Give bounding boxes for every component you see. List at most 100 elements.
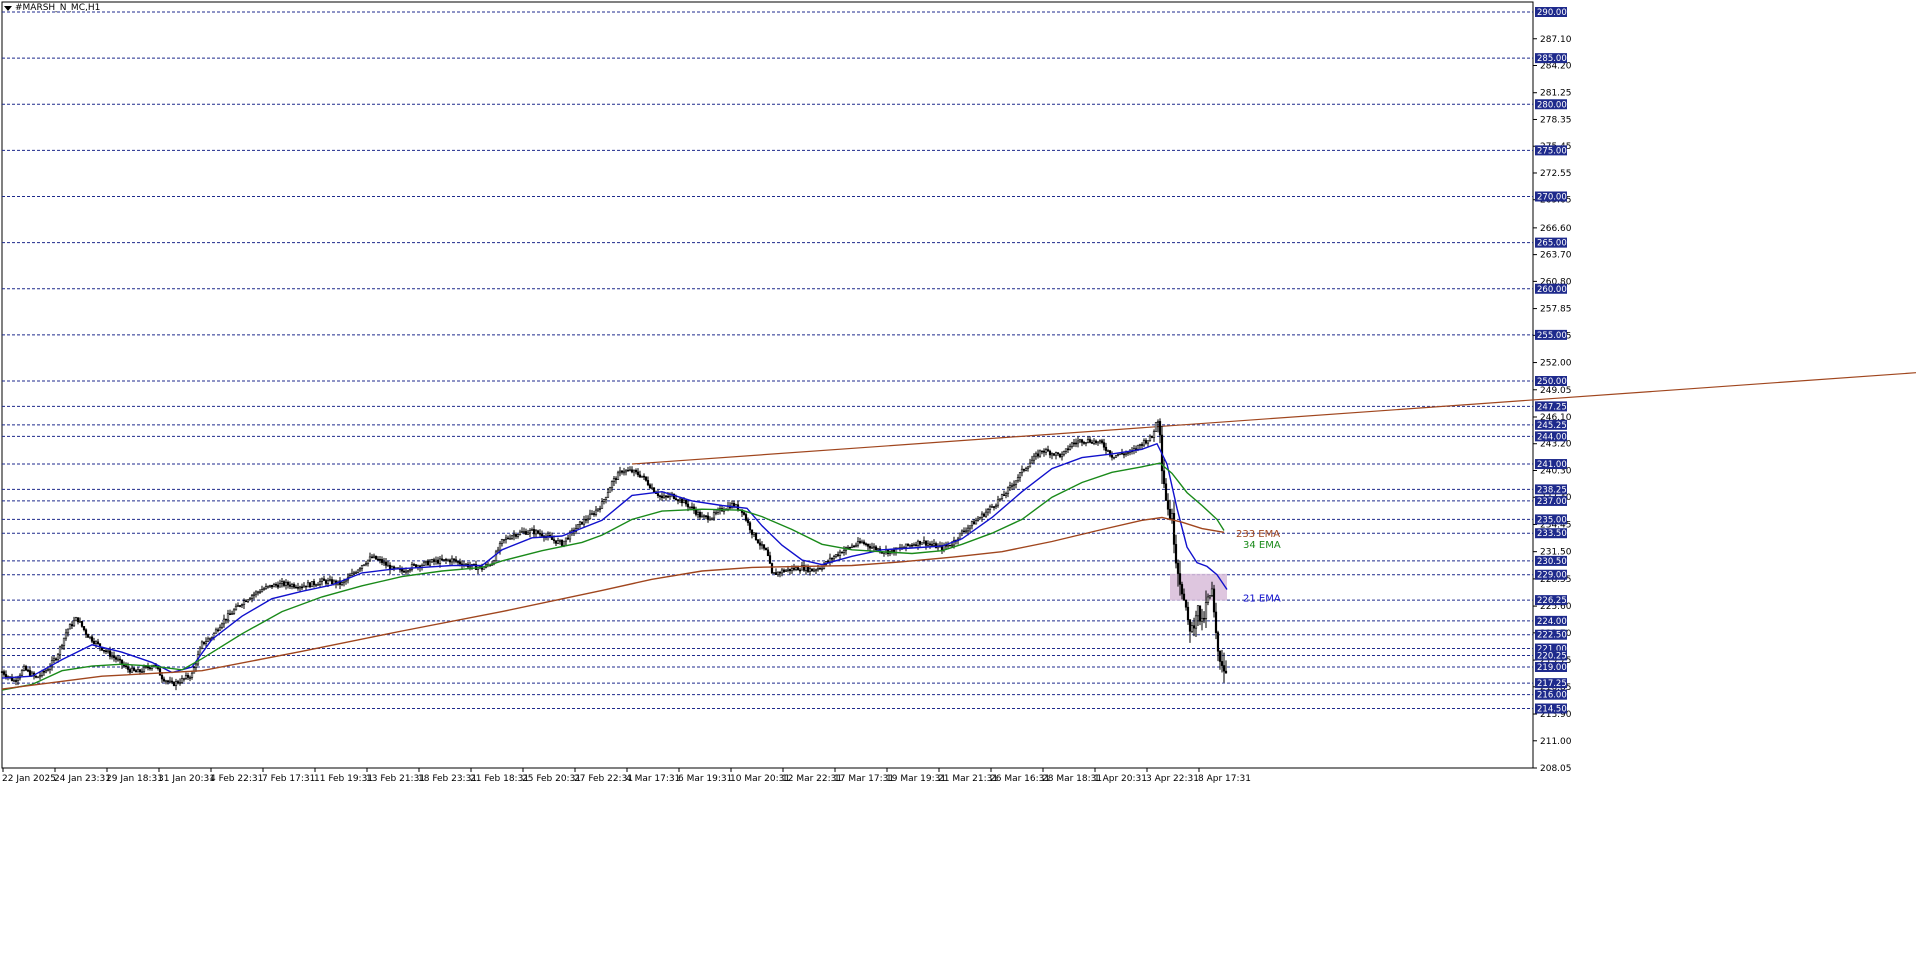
candle-body xyxy=(706,515,710,520)
candle xyxy=(978,516,982,520)
candle xyxy=(254,590,258,598)
price-level-tag-label: 216.00 xyxy=(1537,691,1567,701)
candle-body xyxy=(1208,595,1212,598)
candle-body xyxy=(432,559,436,562)
y-tick-label: 263.70 xyxy=(1540,251,1572,261)
candle xyxy=(660,492,664,501)
candle-body xyxy=(678,498,682,502)
candle xyxy=(444,557,448,565)
candle xyxy=(360,564,364,572)
candle xyxy=(1214,602,1218,640)
candle-body xyxy=(946,544,950,547)
candle-body xyxy=(620,470,624,473)
price-level-tag-bg xyxy=(1535,401,1567,412)
candle xyxy=(996,495,1000,508)
candle-body xyxy=(1060,453,1064,458)
candle-body xyxy=(612,478,616,482)
candle xyxy=(1036,449,1040,459)
candle xyxy=(922,536,926,545)
candle xyxy=(250,594,254,603)
candle xyxy=(602,498,606,505)
candle-body xyxy=(958,532,962,540)
candle-body xyxy=(220,623,224,628)
candle-body xyxy=(590,513,594,515)
candle-body xyxy=(2,671,6,675)
candle xyxy=(384,558,388,569)
candle-body xyxy=(54,658,58,661)
candle xyxy=(412,562,416,567)
y-tick-label: 225.60 xyxy=(1540,602,1572,612)
candle-body xyxy=(94,641,98,644)
candle-body xyxy=(530,529,534,531)
candle-body xyxy=(1156,421,1160,423)
candle xyxy=(36,676,40,679)
candle-body xyxy=(676,499,680,502)
candle xyxy=(28,666,32,677)
y-tick-label: 219.75 xyxy=(1540,656,1572,666)
candle-body xyxy=(358,568,362,571)
candle xyxy=(1040,450,1044,455)
y-tick-label: 231.50 xyxy=(1540,548,1572,558)
candle-body xyxy=(368,556,372,561)
candle-body xyxy=(532,529,536,535)
candle xyxy=(774,568,778,575)
candle-body xyxy=(224,618,228,621)
candle-body xyxy=(634,469,638,473)
price-level-tag-bg xyxy=(1535,7,1567,17)
price-level-tag-bg xyxy=(1535,629,1567,640)
candle-body xyxy=(130,667,134,673)
candle xyxy=(1104,442,1108,455)
candle-body xyxy=(1110,454,1114,458)
candle-body xyxy=(1032,455,1036,461)
candle-body xyxy=(814,569,818,572)
candle xyxy=(62,637,66,651)
candle-body xyxy=(1124,452,1128,455)
price-level-tag-label: 226.25 xyxy=(1537,596,1567,606)
candle xyxy=(676,498,680,505)
candle xyxy=(860,539,864,544)
y-tick-label: 249.05 xyxy=(1540,386,1572,396)
candle-body xyxy=(1010,485,1014,487)
candle-body xyxy=(1202,617,1206,620)
y-tick-label: 208.05 xyxy=(1540,764,1572,774)
candle xyxy=(622,467,626,476)
candle-body xyxy=(138,669,142,672)
price-level-tag-label: 230.50 xyxy=(1537,557,1567,567)
candle-body xyxy=(34,675,38,678)
candle-body xyxy=(1036,453,1040,457)
34-ema-line xyxy=(1,462,1225,691)
price-level-tag: 260.00 xyxy=(1535,283,1567,295)
candle-body xyxy=(660,495,664,499)
candle xyxy=(700,511,704,518)
candle xyxy=(898,543,902,552)
candle xyxy=(906,543,910,547)
price-level-tag-bg xyxy=(1535,431,1567,442)
price-level-tag-bg xyxy=(1535,650,1567,661)
candle-body xyxy=(984,511,988,517)
candle-body xyxy=(996,499,1000,506)
candle-body xyxy=(1204,602,1208,619)
candle xyxy=(1146,440,1150,447)
candle-body xyxy=(924,540,928,546)
candle xyxy=(866,543,870,551)
candle xyxy=(536,529,540,535)
dropdown-triangle-icon[interactable] xyxy=(4,5,12,11)
price-level-tag-bg xyxy=(1535,689,1567,700)
candle xyxy=(1194,610,1198,638)
candle-body xyxy=(1086,439,1090,443)
chart-title-bar[interactable]: #MARSH_N_MC,H1 xyxy=(4,3,100,13)
symbol-label: #MARSH_N_MC,H1 xyxy=(15,3,101,13)
price-axis[interactable]: 287.10284.20281.25278.35275.45272.55269.… xyxy=(1533,7,1572,774)
candle-body xyxy=(174,681,178,686)
candle xyxy=(634,468,638,475)
candle-body xyxy=(186,675,190,678)
candle xyxy=(104,649,108,655)
candle-body xyxy=(1136,444,1140,450)
price-level-tag: 238.25 xyxy=(1535,484,1567,495)
candle xyxy=(716,507,720,515)
candle xyxy=(1222,652,1226,683)
candle xyxy=(386,560,390,567)
candle xyxy=(180,675,184,684)
